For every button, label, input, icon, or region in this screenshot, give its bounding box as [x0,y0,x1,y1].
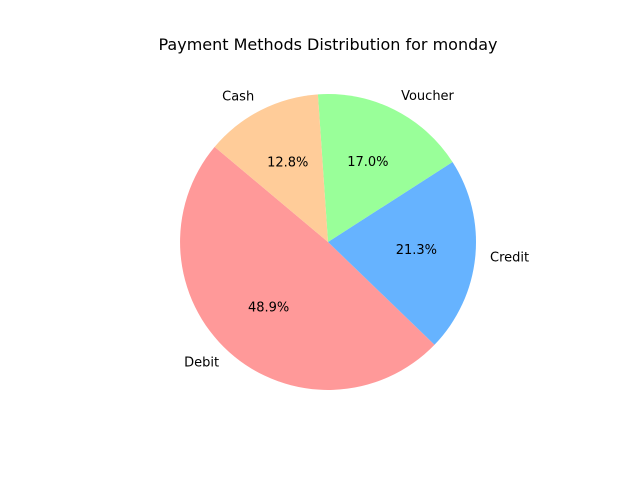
pct-label-credit: 21.3% [396,243,437,258]
pie-slice-cash [214,94,328,242]
pie-slice-credit [328,162,477,345]
slice-label-cash: Cash [222,89,254,104]
pct-label-voucher: 17.0% [347,155,388,170]
slice-label-debit: Debit [184,356,219,371]
slice-labels: Debit Credit Voucher Cash [184,89,529,370]
pie-slice-voucher [317,94,453,243]
pct-label-debit: 48.9% [248,301,289,316]
slice-label-voucher: Voucher [401,89,454,104]
pie-slices [180,94,477,390]
pie-slice-debit [180,146,435,390]
percentage-labels: 48.9% 21.3% 17.0% 12.8% [248,155,437,315]
pct-label-cash: 12.8% [267,155,308,170]
slice-label-credit: Credit [490,250,529,265]
chart-title: Payment Methods Distribution for monday [158,35,497,54]
